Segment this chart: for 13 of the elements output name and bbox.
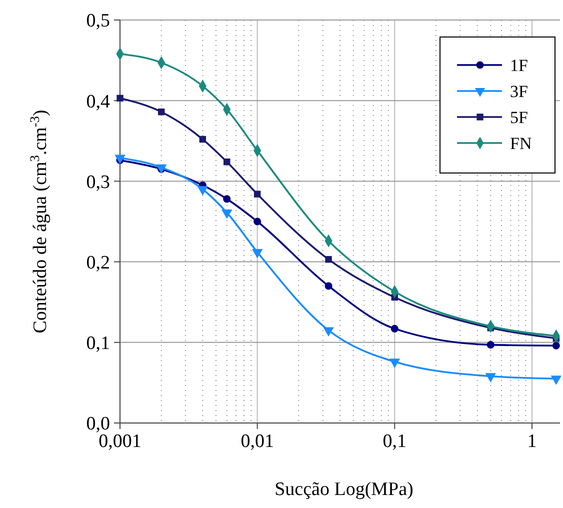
y-tick-label: 0,2: [86, 252, 110, 274]
x-tick-label: 0,01: [240, 431, 274, 452]
y-tick-label: 0,4: [86, 91, 110, 112]
y-tick-label: 0,3: [86, 172, 110, 193]
x-tick-label: 1: [527, 431, 537, 452]
legend-label: FN: [510, 134, 532, 153]
legend-label: 1F: [510, 56, 528, 75]
legend-label: 3F: [510, 82, 528, 101]
y-tick-label: 0,5: [86, 10, 110, 32]
x-axis-title: Sucção Log(MPa): [274, 479, 414, 500]
y-tick-label: 0,1: [86, 333, 110, 354]
x-tick-label: 0,1: [382, 431, 407, 452]
legend-label: 5F: [510, 108, 528, 127]
